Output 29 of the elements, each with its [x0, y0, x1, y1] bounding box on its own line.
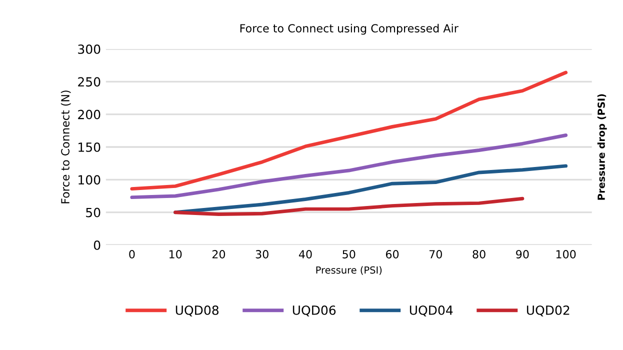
x-tick-label: 0 — [129, 250, 135, 258]
y2-axis-title: Pressure drop (PSI) — [597, 94, 607, 200]
x-tick-label: 70 — [429, 250, 442, 258]
legend-label: UQD08 — [176, 305, 219, 316]
y-tick-label: 300 — [78, 44, 100, 54]
y-tick-label: 0 — [94, 240, 100, 250]
y-tick-label: 200 — [78, 110, 100, 120]
x-tick-label: 50 — [342, 250, 356, 258]
x-axis-title: Pressure (PSI) — [316, 266, 382, 275]
y-axis-title: Force to Connect (N) — [60, 90, 71, 204]
legend-label: UQD02 — [526, 305, 570, 316]
x-tick-label: 90 — [516, 250, 529, 258]
x-tick-label: 40 — [298, 250, 312, 258]
x-tick-label: 10 — [169, 250, 182, 258]
y-tick-label: 250 — [78, 77, 100, 87]
x-tick-label: 60 — [386, 250, 399, 258]
legend-label: UQD04 — [410, 305, 453, 316]
x-tick-label: 80 — [472, 250, 486, 258]
line-series — [174, 196, 524, 216]
legend-label: UQD06 — [292, 305, 336, 316]
x-tick-label: 20 — [212, 250, 226, 258]
x-tick-label: 30 — [256, 250, 268, 258]
y-tick-label: 150 — [78, 142, 100, 152]
line-series — [130, 134, 568, 200]
line-series — [130, 70, 568, 191]
chart-title: Force to Connect using Compressed Air — [240, 24, 458, 35]
x-tick-label: 100 — [556, 250, 576, 258]
y-tick-label: 50 — [86, 208, 100, 218]
y-tick-label: 100 — [78, 175, 100, 185]
